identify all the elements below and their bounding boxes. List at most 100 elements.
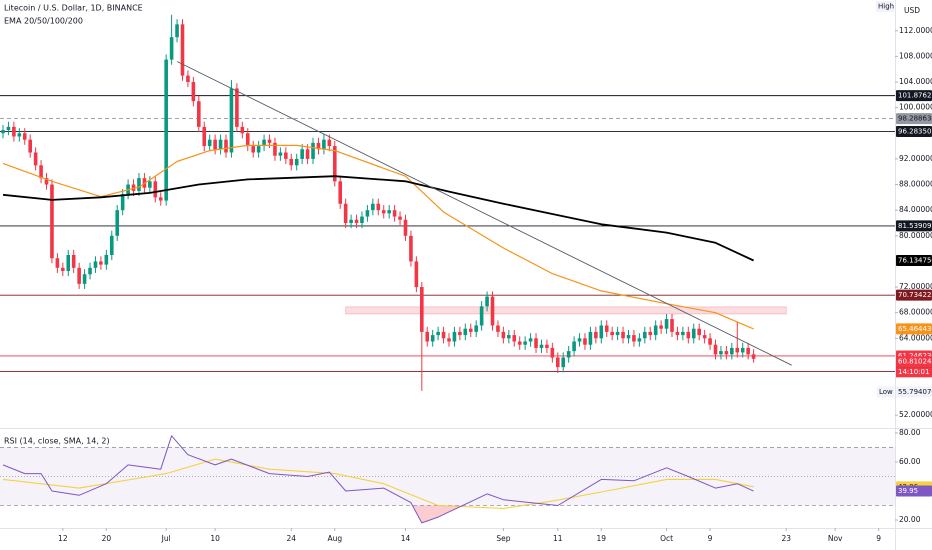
price-label: 101.876213	[898, 92, 932, 100]
price-label-box	[896, 113, 932, 125]
candle-body	[197, 101, 201, 127]
candle-body	[39, 165, 43, 179]
candle-body	[387, 210, 391, 214]
resistance-zone	[345, 306, 787, 315]
candle-body	[169, 37, 174, 60]
candle-body	[572, 341, 576, 352]
candle-body	[425, 331, 430, 342]
candle-body	[381, 210, 386, 214]
candle-body	[594, 331, 598, 339]
candle-body	[229, 88, 234, 153]
candle-body	[22, 133, 27, 140]
y-tick-label: 112.000000	[899, 26, 932, 35]
candle-body	[300, 149, 304, 159]
candle-body	[539, 344, 544, 348]
candle-body	[294, 158, 299, 166]
candle-body	[430, 335, 435, 342]
candle-body	[577, 338, 582, 342]
y-tick-label: 52.000000	[899, 410, 932, 419]
x-tick-label: 9	[708, 534, 713, 543]
candle-body	[452, 331, 457, 342]
candle-body	[131, 184, 136, 191]
countdown-box	[896, 367, 932, 378]
candle-body	[311, 142, 315, 159]
candle-body	[305, 149, 310, 159]
x-tick-label: Nov	[828, 534, 843, 543]
candle-body	[17, 133, 22, 137]
y-tick-label: 108.000000	[899, 51, 932, 60]
candle-body	[615, 331, 620, 336]
candle-body	[186, 75, 190, 83]
x-tick-label: 20	[102, 534, 112, 543]
price-label-box	[896, 289, 932, 301]
candle-body	[496, 325, 500, 332]
candle-body	[71, 255, 76, 268]
candle-body	[332, 146, 337, 182]
candle-body	[534, 338, 538, 348]
candle-body	[180, 24, 185, 76]
y-tick-label: 20.00	[899, 515, 921, 524]
candle-body	[501, 331, 506, 339]
candle-body	[316, 142, 321, 150]
candle-body	[153, 181, 158, 198]
candle-body	[713, 344, 718, 355]
candle-body	[463, 328, 468, 336]
candle-body	[202, 126, 207, 147]
candle-body	[50, 184, 54, 259]
y-tick-label: 80.000000	[899, 231, 932, 240]
candle-body	[686, 331, 691, 339]
candle-body	[512, 335, 517, 342]
candle-body	[420, 287, 424, 332]
y-tick-label: 88.000000	[899, 180, 932, 189]
y-tick-label: 104.000000	[899, 77, 932, 86]
rsi-line	[2, 435, 754, 524]
candle-body	[659, 325, 663, 329]
candle-body	[365, 210, 370, 217]
rsi-sma-line	[2, 458, 754, 509]
candle-body	[599, 325, 604, 339]
low-tag: Low	[879, 388, 893, 396]
candle-body	[66, 255, 71, 272]
x-tick-label: 14	[401, 534, 411, 543]
candle-body	[523, 341, 527, 345]
ema-line	[2, 175, 754, 262]
price-label: 70.734223	[898, 291, 932, 299]
price-label: 98.288634	[898, 115, 932, 123]
candle-body	[409, 235, 413, 262]
candle-body	[33, 152, 38, 166]
candle-body	[566, 351, 571, 358]
chart-title: Litecoin / U.S. Dollar, 1D, BINANCE	[4, 4, 143, 13]
candle-body	[245, 133, 250, 147]
price-label-box	[896, 125, 932, 137]
candle-body	[6, 126, 11, 131]
candle-body	[158, 197, 163, 201]
x-tick-label: 23	[781, 534, 791, 543]
x-tick-label: 19	[597, 534, 607, 543]
candle-body	[441, 331, 446, 339]
candle-body	[517, 341, 522, 345]
high-tag: High	[878, 3, 894, 11]
y-tick-label: 92.000000	[899, 154, 932, 163]
x-tick-label: Sep	[496, 534, 510, 543]
candle-body	[561, 357, 566, 368]
candle-body	[751, 354, 756, 359]
candle-body	[550, 347, 555, 358]
candle-body	[458, 331, 462, 336]
candle-body	[583, 338, 587, 345]
candle-body	[240, 126, 245, 134]
candle-body	[322, 139, 326, 150]
candle-body	[120, 194, 125, 211]
x-tick-label: 9	[876, 534, 881, 543]
candle-body	[604, 325, 609, 332]
candle-body	[626, 335, 631, 339]
indicator-title: EMA 20/50/100/200	[4, 17, 83, 26]
x-tick-label: 10	[210, 534, 220, 543]
y-tick-label: 60.00	[899, 457, 921, 466]
candle-body	[371, 203, 375, 211]
candle-body	[746, 347, 750, 355]
candle-body	[664, 319, 669, 329]
candle-body	[697, 328, 701, 336]
